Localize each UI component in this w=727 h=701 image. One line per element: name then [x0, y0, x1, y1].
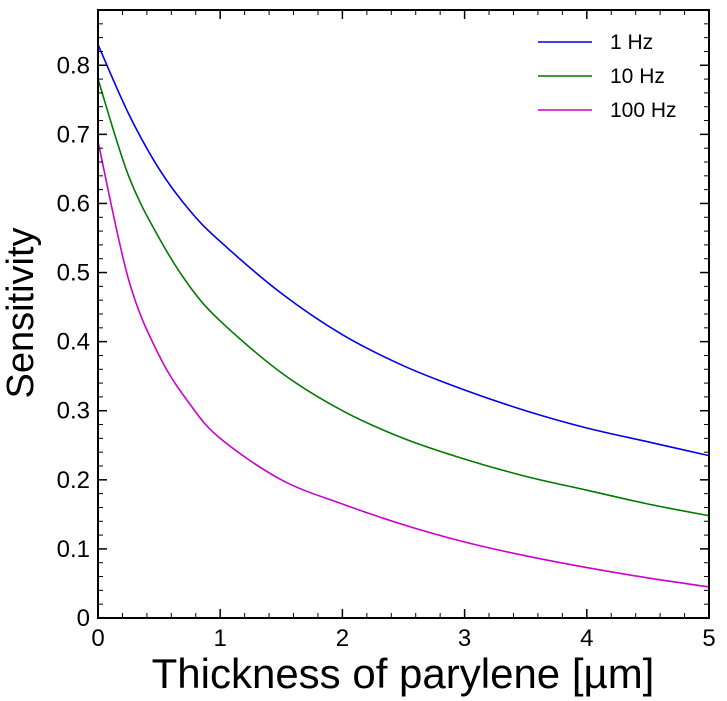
x-tick-label: 3: [458, 625, 471, 652]
series-line-1-hz: [97, 44, 710, 457]
y-tick-label: 0: [77, 605, 90, 632]
legend: 1 Hz 10 Hz 100 Hz: [538, 31, 677, 122]
x-tick-label: 1: [214, 625, 227, 652]
y-tick-label: 0.2: [57, 467, 90, 494]
legend-label: 100 Hz: [610, 99, 677, 122]
legend-label: 10 Hz: [610, 65, 665, 88]
x-tick-label: 2: [336, 625, 349, 652]
legend-label: 1 Hz: [610, 31, 653, 54]
x-tick-labels: 0 1 2 3 4 5: [91, 625, 715, 652]
y-axis-title: Sensitivity: [0, 227, 42, 398]
y-tick-label: 0.7: [57, 121, 90, 148]
x-axis-title: Thickness of parylene [µm]: [152, 650, 655, 697]
x-tick-label: 0: [91, 625, 104, 652]
y-tick-label: 0.8: [57, 52, 90, 79]
y-tick-labels: 0 0.1 0.2 0.3 0.4 0.5 0.6 0.7 0.8: [57, 52, 90, 632]
series-line-100-hz: [97, 141, 710, 588]
y-tick-label: 0.4: [57, 329, 90, 356]
y-tick-label: 0.5: [57, 260, 90, 287]
x-tick-label: 4: [580, 625, 593, 652]
x-tick-label: 5: [702, 625, 715, 652]
y-tick-label: 0.1: [57, 536, 90, 563]
y-tick-label: 0.3: [57, 398, 90, 425]
y-tick-label: 0.6: [57, 190, 90, 217]
series-layer: [97, 44, 710, 588]
series-line-10-hz: [97, 78, 710, 517]
axes-layer: [97, 9, 710, 619]
